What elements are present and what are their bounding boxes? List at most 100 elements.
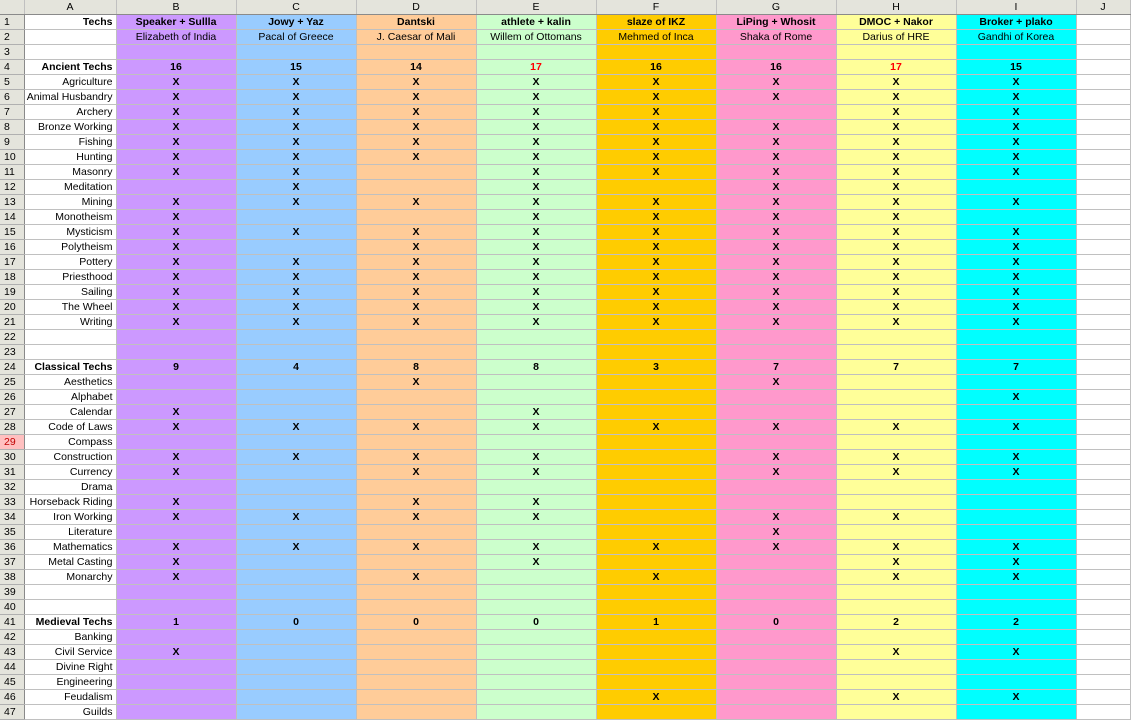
cell-g17[interactable]: X: [716, 254, 837, 270]
cell-h41[interactable]: 2: [836, 614, 957, 630]
cell-h16[interactable]: X: [836, 239, 957, 255]
cell-f43[interactable]: [596, 644, 717, 660]
cell-d30[interactable]: X: [356, 449, 477, 465]
cell-b43[interactable]: X: [116, 644, 237, 660]
cell-d22[interactable]: [356, 329, 477, 345]
row-header-19[interactable]: 19: [0, 284, 25, 300]
cell-b30[interactable]: X: [116, 449, 237, 465]
cell-g1[interactable]: LiPing + Whosit: [716, 14, 837, 30]
cell-a45[interactable]: Engineering: [24, 674, 117, 690]
cell-b26[interactable]: [116, 389, 237, 405]
cell-a31[interactable]: Currency: [24, 464, 117, 480]
cell-f14[interactable]: X: [596, 209, 717, 225]
cell-f7[interactable]: X: [596, 104, 717, 120]
cell-b6[interactable]: X: [116, 89, 237, 105]
cell-c25[interactable]: [236, 374, 357, 390]
cell-d1[interactable]: Dantski: [356, 14, 477, 30]
cell-g4[interactable]: 16: [716, 59, 837, 75]
cell-j25[interactable]: [1076, 374, 1131, 390]
cell-c35[interactable]: [236, 524, 357, 540]
cell-j33[interactable]: [1076, 494, 1131, 510]
cell-e15[interactable]: X: [476, 224, 597, 240]
cell-j41[interactable]: [1076, 614, 1131, 630]
cell-h26[interactable]: [836, 389, 957, 405]
row-header-37[interactable]: 37: [0, 554, 25, 570]
cell-j1[interactable]: [1076, 14, 1131, 30]
cell-g20[interactable]: X: [716, 299, 837, 315]
cell-i23[interactable]: [956, 344, 1077, 360]
cell-b21[interactable]: X: [116, 314, 237, 330]
cell-g22[interactable]: [716, 329, 837, 345]
cell-f6[interactable]: X: [596, 89, 717, 105]
cell-b3[interactable]: [116, 44, 237, 60]
cell-h46[interactable]: X: [836, 689, 957, 705]
cell-c45[interactable]: [236, 674, 357, 690]
row-header-14[interactable]: 14: [0, 209, 25, 225]
cell-f18[interactable]: X: [596, 269, 717, 285]
row-header-45[interactable]: 45: [0, 674, 25, 690]
row-header-43[interactable]: 43: [0, 644, 25, 660]
cell-b44[interactable]: [116, 659, 237, 675]
cell-j19[interactable]: [1076, 284, 1131, 300]
cell-f41[interactable]: 1: [596, 614, 717, 630]
row-header-26[interactable]: 26: [0, 389, 25, 405]
cell-h25[interactable]: [836, 374, 957, 390]
row-header-5[interactable]: 5: [0, 74, 25, 90]
cell-g30[interactable]: X: [716, 449, 837, 465]
cell-b24[interactable]: 9: [116, 359, 237, 375]
cell-h21[interactable]: X: [836, 314, 957, 330]
cell-d6[interactable]: X: [356, 89, 477, 105]
cell-b42[interactable]: [116, 629, 237, 645]
cell-j30[interactable]: [1076, 449, 1131, 465]
cell-g29[interactable]: [716, 434, 837, 450]
cell-j37[interactable]: [1076, 554, 1131, 570]
cell-a29[interactable]: Compass: [24, 434, 117, 450]
cell-h13[interactable]: X: [836, 194, 957, 210]
cell-b29[interactable]: [116, 434, 237, 450]
cell-c47[interactable]: [236, 704, 357, 720]
cell-b38[interactable]: X: [116, 569, 237, 585]
cell-f11[interactable]: X: [596, 164, 717, 180]
cell-j20[interactable]: [1076, 299, 1131, 315]
cell-f35[interactable]: [596, 524, 717, 540]
cell-c33[interactable]: [236, 494, 357, 510]
cell-h45[interactable]: [836, 674, 957, 690]
cell-b28[interactable]: X: [116, 419, 237, 435]
cell-c27[interactable]: [236, 404, 357, 420]
column-header-c[interactable]: C: [236, 0, 357, 15]
cell-f27[interactable]: [596, 404, 717, 420]
cell-h19[interactable]: X: [836, 284, 957, 300]
cell-d3[interactable]: [356, 44, 477, 60]
cell-j47[interactable]: [1076, 704, 1131, 720]
cell-h28[interactable]: X: [836, 419, 957, 435]
cell-c15[interactable]: X: [236, 224, 357, 240]
cell-d10[interactable]: X: [356, 149, 477, 165]
row-header-33[interactable]: 33: [0, 494, 25, 510]
cell-f23[interactable]: [596, 344, 717, 360]
cell-b25[interactable]: [116, 374, 237, 390]
cell-b41[interactable]: 1: [116, 614, 237, 630]
cell-a8[interactable]: Bronze Working: [24, 119, 117, 135]
cell-g34[interactable]: X: [716, 509, 837, 525]
cell-h37[interactable]: X: [836, 554, 957, 570]
cell-h12[interactable]: X: [836, 179, 957, 195]
cell-b34[interactable]: X: [116, 509, 237, 525]
cell-b22[interactable]: [116, 329, 237, 345]
cell-a14[interactable]: Monotheism: [24, 209, 117, 225]
cell-h10[interactable]: X: [836, 149, 957, 165]
row-header-3[interactable]: 3: [0, 44, 25, 60]
cell-f10[interactable]: X: [596, 149, 717, 165]
cell-h34[interactable]: X: [836, 509, 957, 525]
cell-f32[interactable]: [596, 479, 717, 495]
cell-g36[interactable]: X: [716, 539, 837, 555]
cell-g19[interactable]: X: [716, 284, 837, 300]
cell-a16[interactable]: Polytheism: [24, 239, 117, 255]
cell-b16[interactable]: X: [116, 239, 237, 255]
cell-b27[interactable]: X: [116, 404, 237, 420]
cell-e16[interactable]: X: [476, 239, 597, 255]
cell-e6[interactable]: X: [476, 89, 597, 105]
row-header-8[interactable]: 8: [0, 119, 25, 135]
cell-f25[interactable]: [596, 374, 717, 390]
cell-b45[interactable]: [116, 674, 237, 690]
cell-j16[interactable]: [1076, 239, 1131, 255]
